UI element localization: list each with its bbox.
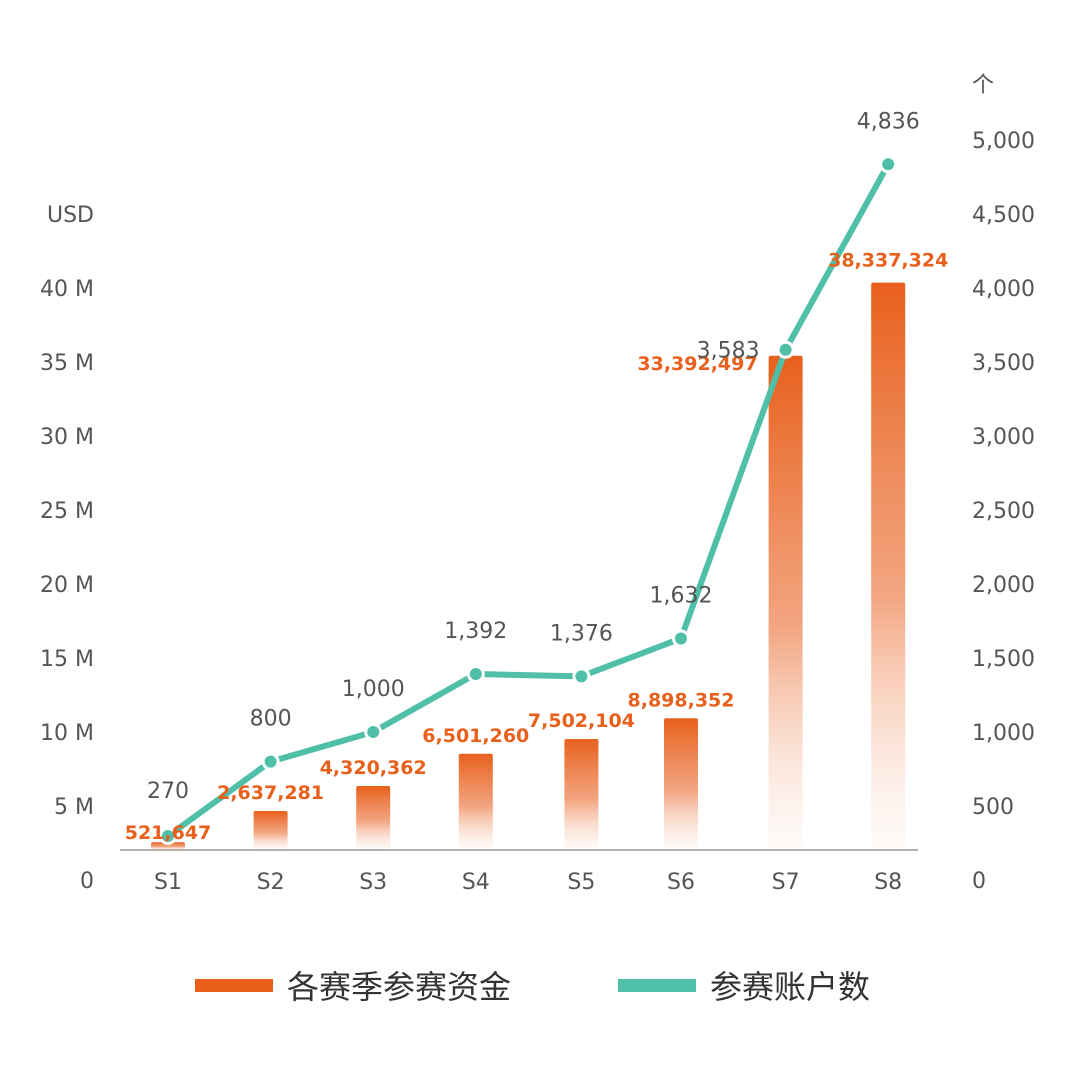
line-point-S5 xyxy=(572,667,591,686)
x-tick-label-S5: S5 xyxy=(567,870,595,895)
x-tick-label-S4: S4 xyxy=(462,870,490,895)
line-point-S2 xyxy=(261,752,280,771)
bar-label-S1: 521,647 xyxy=(125,822,212,844)
right-tick-label: 2,500 xyxy=(972,499,1035,524)
legend-item-funds: 各赛季参赛资金 xyxy=(195,960,511,1010)
line-label-S2: 800 xyxy=(250,707,292,732)
left-tick-label: 5 M xyxy=(54,795,94,820)
line-point-S7 xyxy=(776,340,795,359)
line-point-S1 xyxy=(159,827,177,846)
left-tick-label: 30 M xyxy=(40,425,94,450)
legend-item-accounts: 参赛账户数 xyxy=(618,960,870,1010)
right-tick-label: 5,000 xyxy=(972,129,1035,154)
legend: 各赛季参赛资金 参赛账户数 xyxy=(0,960,1072,1010)
bar-label-S3: 4,320,362 xyxy=(320,757,427,779)
right-axis-unit: 个 xyxy=(972,73,994,98)
right-tick-label: 0 xyxy=(972,869,986,894)
left-tick-label: 10 M xyxy=(40,721,94,746)
bar-series xyxy=(151,282,906,850)
line-label-S4: 1,392 xyxy=(444,619,507,644)
bar-S2 xyxy=(253,810,288,850)
left-tick-label: 20 M xyxy=(40,573,94,598)
line-series xyxy=(159,155,898,846)
left-axis-unit: USD xyxy=(47,203,94,228)
line-point-S8 xyxy=(879,155,898,174)
right-tick-label: 2,000 xyxy=(972,573,1035,598)
bar-S7 xyxy=(768,355,803,850)
bar-S6 xyxy=(664,718,698,850)
right-tick-label: 1,000 xyxy=(972,721,1035,746)
left-tick-label: 15 M xyxy=(40,647,94,672)
bar-S3 xyxy=(356,786,391,850)
left-tick-label: 25 M xyxy=(40,499,94,524)
line-label-S7: 3,583 xyxy=(697,339,760,364)
line-label-S5: 1,376 xyxy=(550,621,613,646)
line-path xyxy=(165,161,892,840)
line-labels: 270 800 1,000 1,392 1,376 1,632 3,583 4,836 xyxy=(147,109,920,804)
left-tick-label: 40 M xyxy=(40,277,94,302)
left-tick-label: 35 M xyxy=(40,351,94,376)
bar-label-S6: 8,898,352 xyxy=(628,689,735,711)
bar-label-S8: 38,337,324 xyxy=(828,250,948,272)
line-point-S4 xyxy=(466,664,485,683)
right-tick-label: 3,000 xyxy=(972,425,1035,450)
x-tick-label-S8: S8 xyxy=(874,870,902,895)
line-label-S3: 1,000 xyxy=(342,677,405,702)
bar-S4 xyxy=(458,753,493,850)
legend-swatch-funds xyxy=(195,978,273,992)
right-tick-label: 3,500 xyxy=(972,351,1035,376)
line-label-S1: 270 xyxy=(147,779,189,804)
x-tick-label-S6: S6 xyxy=(667,870,695,895)
legend-label-funds: 各赛季参赛资金 xyxy=(287,968,512,1006)
x-tick-label-S3: S3 xyxy=(359,870,387,895)
bar-label-S5: 7,502,104 xyxy=(528,710,635,732)
x-tick-label-S1: S1 xyxy=(154,870,182,895)
legend-swatch-accounts xyxy=(618,978,696,992)
right-tick-label: 1,500 xyxy=(972,647,1035,672)
bar-label-S4: 6,501,260 xyxy=(422,725,529,747)
line-label-S6: 1,632 xyxy=(650,583,713,608)
bar-S8 xyxy=(871,282,906,850)
bar-S1 xyxy=(151,842,185,850)
right-tick-label: 4,000 xyxy=(972,277,1035,302)
x-tick-label-S7: S7 xyxy=(772,870,800,895)
left-tick-label: 0 xyxy=(80,869,94,894)
line-label-S8: 4,836 xyxy=(857,109,920,134)
x-tick-label-S2: S2 xyxy=(257,870,285,895)
right-tick-label: 4,500 xyxy=(972,203,1035,228)
bar-S5 xyxy=(564,738,599,850)
bar-label-S2: 2,637,281 xyxy=(217,782,324,804)
combo-chart: 0 5 M 10 M 15 M 20 M 25 M 30 M 35 M 40 M USD 0 500… xyxy=(40,73,1035,895)
line-point-S6 xyxy=(672,629,690,648)
right-axis: 0 500 1,000 1,500 2,000 2,500 3,000 3,500 4,000 4… xyxy=(972,73,1035,894)
left-axis: 0 5 M 10 M 15 M 20 M 25 M 30 M 35 M 40 M USD xyxy=(40,203,94,894)
legend-label-accounts: 参赛账户数 xyxy=(710,968,871,1006)
line-point-S3 xyxy=(364,723,383,741)
right-tick-label: 500 xyxy=(972,795,1014,820)
x-axis: S1 S2 S3 S4 S5 S6 S7 S8 xyxy=(154,870,902,895)
bar-label-S7: 33,392,497 xyxy=(637,353,757,375)
